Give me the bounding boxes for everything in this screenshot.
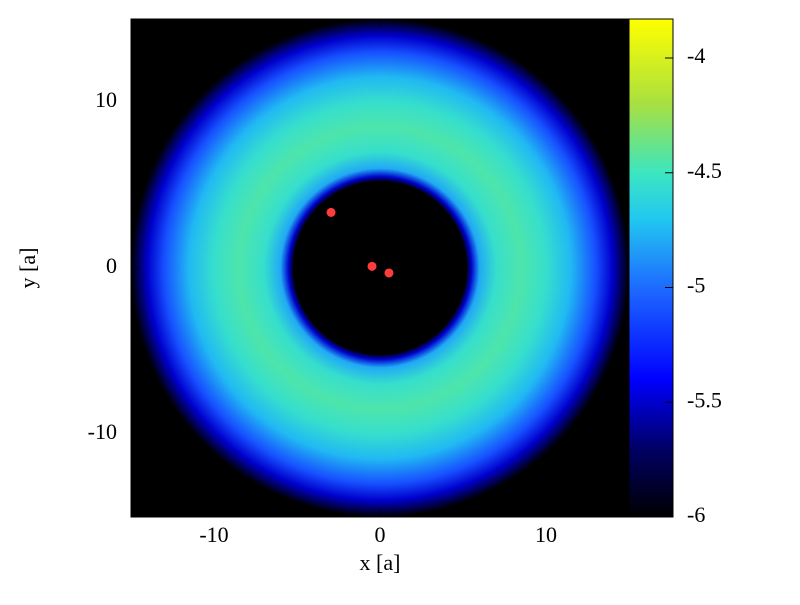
y-axis-label: y [a] xyxy=(15,248,40,289)
disk xyxy=(131,19,629,517)
colorbar-tick-label: -4 xyxy=(687,43,705,68)
y-tick-label: 0 xyxy=(106,253,117,278)
x-tick-label: 10 xyxy=(535,522,557,547)
y-tick-label: 10 xyxy=(95,87,117,112)
colorbar-tick-label: -5.5 xyxy=(687,387,722,412)
x-axis-label: x [a] xyxy=(360,550,401,575)
y-tick-label: -10 xyxy=(88,419,117,444)
colorbar-tick-label: -5 xyxy=(687,273,705,298)
x-tick-label: -10 xyxy=(199,522,228,547)
colorbar-tick-label: -4.5 xyxy=(687,158,722,183)
x-tick-label: 0 xyxy=(375,522,386,547)
colorbar-tick-label: -6 xyxy=(687,502,705,527)
point xyxy=(326,207,336,217)
point xyxy=(367,261,377,271)
colorbar xyxy=(628,18,674,518)
point xyxy=(384,268,394,278)
